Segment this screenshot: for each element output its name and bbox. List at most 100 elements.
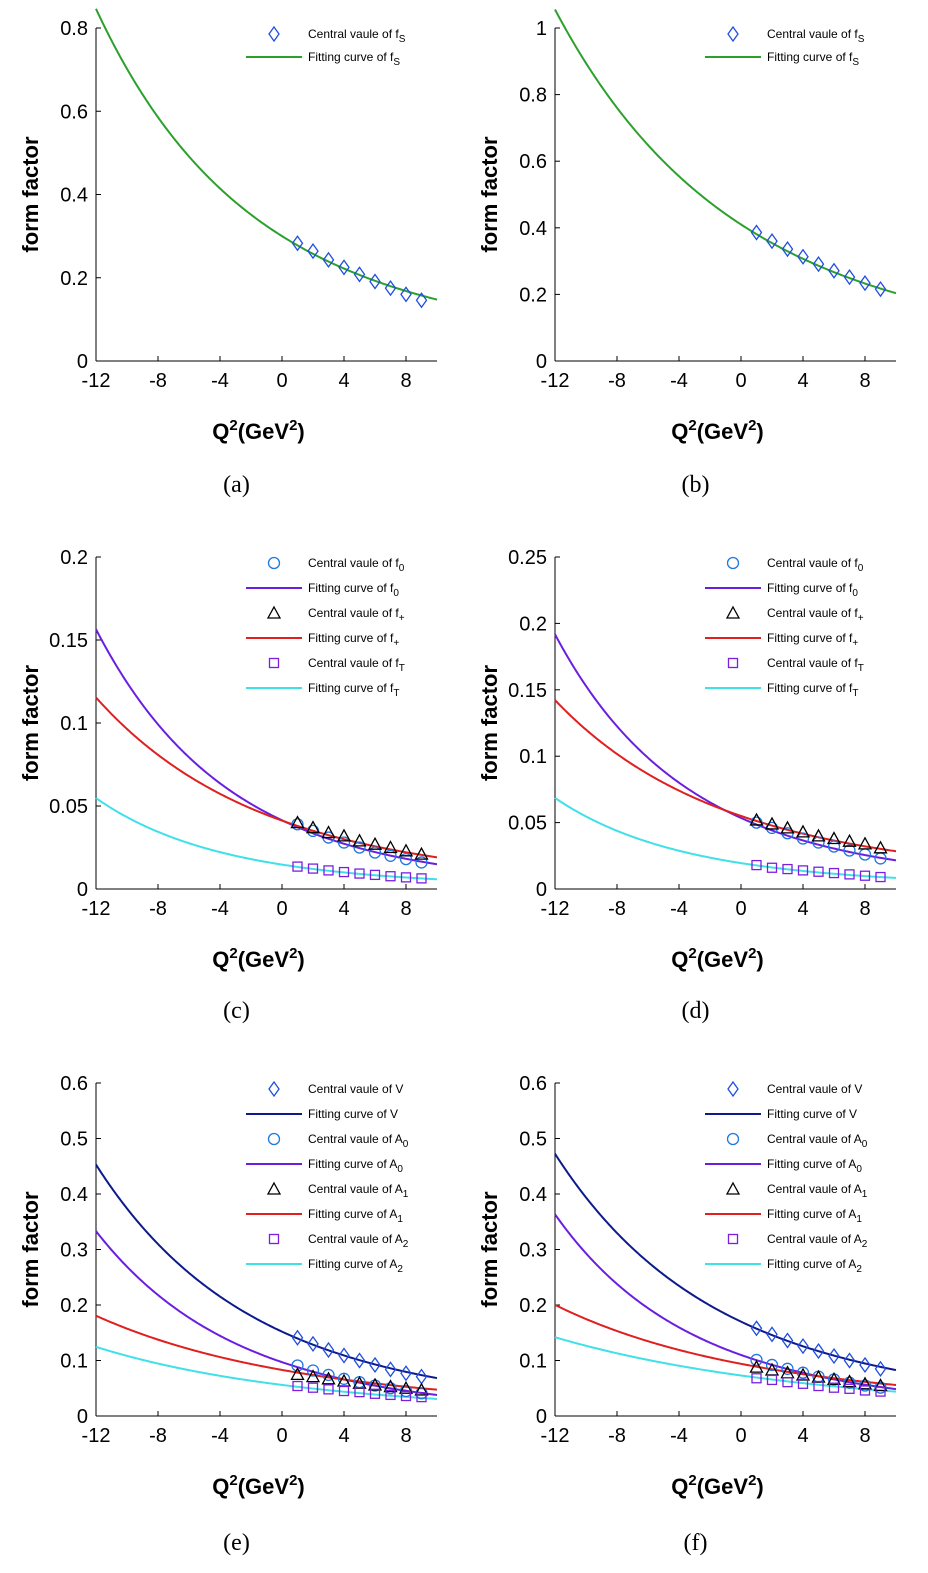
data-point <box>369 1356 381 1374</box>
legend-entry: Central vaule of V <box>308 1082 403 1096</box>
legend-entry: Fitting curve of fT <box>308 681 399 699</box>
y-tick-label: 0 <box>536 879 547 901</box>
y-tick-label: 0 <box>77 879 88 901</box>
legend-marker <box>726 1132 740 1146</box>
data-point <box>782 863 793 875</box>
legend-entry: Central vaule of f0 <box>767 556 864 574</box>
data-point <box>307 1382 319 1393</box>
data-point <box>337 1372 351 1385</box>
data-point <box>857 836 873 850</box>
y-tick-label: 0.6 <box>60 101 88 123</box>
data-point <box>322 1368 335 1382</box>
y-tick-label: 0.1 <box>60 713 88 735</box>
y-tick-label: 0.4 <box>60 185 88 207</box>
data-point <box>764 816 780 830</box>
y-tick-label: 0.3 <box>519 1240 547 1262</box>
y-tick-label: 0.6 <box>519 1073 547 1095</box>
legend-entry: Central vaule of f+ <box>308 606 405 624</box>
legend-entry: Fitting curve of f+ <box>308 631 399 649</box>
data-point <box>369 869 381 881</box>
legend-entry: Fitting curve of A2 <box>767 1257 862 1275</box>
x-tick-label: -12 <box>82 898 111 920</box>
y-tick-label: 0.8 <box>60 18 88 40</box>
legend-entry: Central vaule of f+ <box>767 606 864 624</box>
x-axis-label: Q2(GeV2) <box>212 945 305 972</box>
data-point <box>290 1367 305 1381</box>
x-tick-label: -12 <box>82 1425 111 1447</box>
data-point <box>751 859 762 871</box>
y-tick-label: 0.5 <box>519 1129 547 1151</box>
x-tick-label: -8 <box>608 898 626 920</box>
y-tick-label: 0.5 <box>60 1129 88 1151</box>
data-point <box>415 856 428 869</box>
data-point <box>859 274 871 292</box>
legend-marker <box>727 1080 739 1098</box>
data-point <box>857 1376 873 1390</box>
data-point <box>842 833 857 847</box>
legend-entry: Fitting curve of A1 <box>308 1207 403 1225</box>
data-point <box>750 224 763 241</box>
data-point <box>812 255 825 273</box>
data-point <box>384 1361 397 1378</box>
legend-marker <box>268 1233 280 1245</box>
y-tick-label: 0 <box>536 351 547 373</box>
x-tick-label: 0 <box>735 370 746 392</box>
x-tick-label: -8 <box>149 1425 167 1447</box>
data-point <box>291 235 304 252</box>
legend-entry: Central vaule of A2 <box>308 1232 409 1250</box>
x-tick-label: 4 <box>797 898 808 920</box>
panel-caption: (b) <box>682 472 710 498</box>
y-tick-label: 0.15 <box>49 630 88 652</box>
legend-marker <box>727 1233 739 1245</box>
data-point <box>415 292 428 309</box>
legend-marker <box>268 25 280 43</box>
x-tick-label: 8 <box>400 1425 411 1447</box>
y-tick-label: 0.05 <box>508 813 547 835</box>
data-point <box>400 1390 412 1402</box>
x-tick-label: -4 <box>670 898 688 920</box>
data-point <box>414 846 429 860</box>
data-point <box>292 861 303 872</box>
y-tick-label: 0.05 <box>49 796 88 818</box>
data-point <box>766 233 778 250</box>
panel-c: 0 0.05 0.1 0.15 0.2 -12 -8 -4 0 4 8 form factor Q2(G… <box>18 547 438 1024</box>
legend-entry: Fitting curve of fS <box>308 50 400 68</box>
data-point <box>385 871 396 882</box>
x-tick-label: -4 <box>211 898 229 920</box>
data-point <box>338 259 350 276</box>
data-point <box>398 1380 414 1394</box>
legend-marker <box>268 657 280 669</box>
x-tick-label: -8 <box>608 370 626 392</box>
fit-curve-line <box>95 797 438 881</box>
data-point <box>797 1378 809 1389</box>
data-point <box>843 844 856 857</box>
data-point <box>811 828 826 842</box>
data-point <box>338 866 350 878</box>
y-tick-label: 0.6 <box>519 151 547 173</box>
panel-caption: (e) <box>223 1530 250 1556</box>
x-tick-label: 8 <box>859 370 870 392</box>
panel-e: 0 0.1 0.2 0.3 0.4 0.5 0.6 -12 -8 -4 0 4 8 form factor… <box>18 1073 438 1556</box>
x-tick-label: 8 <box>859 1425 870 1447</box>
legend-marker <box>266 1181 282 1195</box>
x-tick-label: -4 <box>670 370 688 392</box>
legend-marker <box>727 25 739 43</box>
data-point <box>874 280 887 298</box>
fit-curve-line <box>95 1314 438 1391</box>
data-point <box>369 1388 381 1399</box>
data-point <box>843 268 856 286</box>
data-point <box>323 865 334 876</box>
y-tick-label: 0.1 <box>519 746 547 768</box>
data-point <box>750 816 763 829</box>
y-tick-label: 0 <box>77 351 88 373</box>
data-point <box>383 1379 398 1393</box>
data-point <box>291 818 304 831</box>
x-tick-label: -8 <box>149 898 167 920</box>
legend-entry: Central vaule of fS <box>308 27 406 45</box>
x-tick-label: -12 <box>541 370 570 392</box>
data-point <box>400 286 412 303</box>
data-point <box>323 1384 334 1395</box>
panel-b: 0 0.2 0.4 0.6 0.8 1 -12 -8 -4 0 4 8 form factor Q2(Ge… <box>477 9 897 498</box>
data-point <box>826 831 842 845</box>
y-tick-label: 0.1 <box>60 1351 88 1373</box>
